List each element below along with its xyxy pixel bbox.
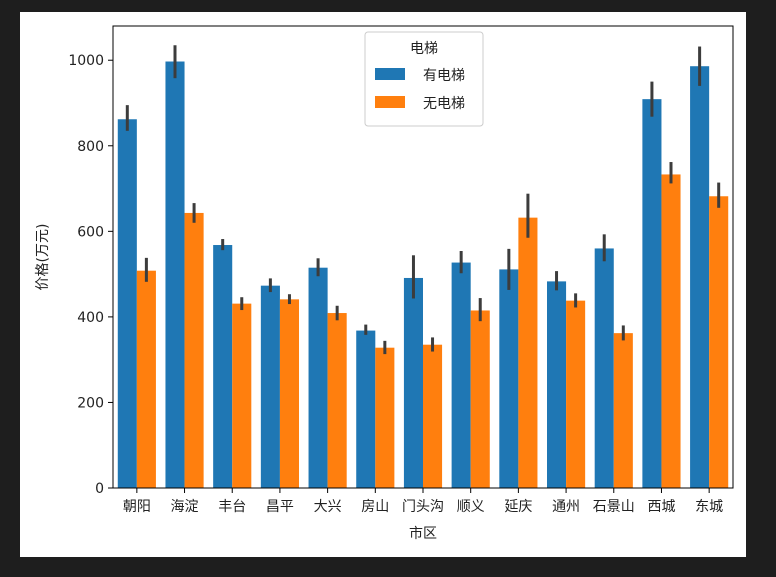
- bar-昌平-有电梯: [260, 285, 280, 488]
- bar-通州-无电梯: [566, 300, 586, 488]
- x-tick-label: 大兴: [314, 499, 342, 515]
- bar-通州-有电梯: [547, 281, 567, 488]
- bar-chart: 0 200 400 600 800 1000 朝阳 海淀 丰台 昌平 大兴 房山 门头沟 顺义 延庆 通州石…: [35, 25, 734, 542]
- bar-顺义-有电梯: [451, 262, 471, 488]
- y-tick-label: 800: [77, 139, 104, 155]
- x-tick-label: 石景山: [593, 499, 635, 515]
- bar-朝阳-有电梯: [117, 119, 137, 488]
- legend-swatch-无电梯: [375, 96, 405, 108]
- bar-海淀-有电梯: [165, 61, 185, 488]
- x-tick-label: 昌平: [266, 499, 294, 515]
- bar-东城-有电梯: [690, 66, 710, 488]
- legend-title: 电梯: [410, 41, 438, 57]
- bar-房山-有电梯: [356, 330, 376, 488]
- y-tick-label: 1000: [68, 53, 104, 69]
- bar-房山-无电梯: [375, 347, 395, 488]
- bar-大兴-无电梯: [327, 313, 347, 488]
- y-tick-label: 0: [95, 481, 104, 497]
- bar-海淀-无电梯: [184, 212, 204, 488]
- bar-丰台-有电梯: [213, 245, 233, 488]
- x-tick-label: 通州: [552, 499, 580, 515]
- legend-label-无电梯: 无电梯: [423, 96, 465, 112]
- y-tick-label: 200: [77, 395, 104, 411]
- legend-label-有电梯: 有电梯: [423, 68, 465, 84]
- bar-延庆-有电梯: [499, 269, 519, 488]
- x-tick-label: 东城: [695, 499, 723, 515]
- bar-石景山-无电梯: [613, 333, 633, 488]
- x-tick-label: 海淀: [171, 499, 199, 515]
- x-tick-label: 丰台: [218, 499, 246, 515]
- bar-门头沟-无电梯: [423, 344, 443, 488]
- y-tick-label: 400: [77, 310, 104, 326]
- bar-顺义-无电梯: [470, 310, 490, 488]
- y-tick-label: 600: [77, 224, 104, 240]
- bar-东城-无电梯: [709, 196, 729, 488]
- bar-石景山-有电梯: [594, 248, 614, 488]
- x-tick-label: 西城: [647, 499, 675, 515]
- x-tick-label: 朝阳: [123, 499, 151, 515]
- bar-丰台-无电梯: [232, 303, 252, 488]
- x-tick-label: 门头沟: [402, 499, 444, 515]
- x-tick-label: 顺义: [457, 499, 485, 515]
- y-axis-title: 价格(万元): [35, 224, 51, 291]
- bar-西城-无电梯: [661, 174, 681, 488]
- bar-大兴-有电梯: [308, 267, 328, 488]
- bar-朝阳-无电梯: [136, 270, 156, 488]
- chart-figure: 0 200 400 600 800 1000 朝阳 海淀 丰台 昌平 大兴 房山 门头沟 顺义 延庆 通州石…: [20, 12, 746, 557]
- x-tick-label: 延庆: [504, 499, 532, 515]
- bar-昌平-无电梯: [279, 299, 299, 488]
- bar-延庆-无电梯: [518, 217, 538, 488]
- x-axis-title: 市区: [409, 525, 437, 542]
- bar-门头沟-有电梯: [403, 277, 423, 488]
- x-tick-label: 房山: [361, 499, 389, 515]
- bar-西城-有电梯: [642, 99, 662, 489]
- legend-swatch-有电梯: [375, 68, 405, 80]
